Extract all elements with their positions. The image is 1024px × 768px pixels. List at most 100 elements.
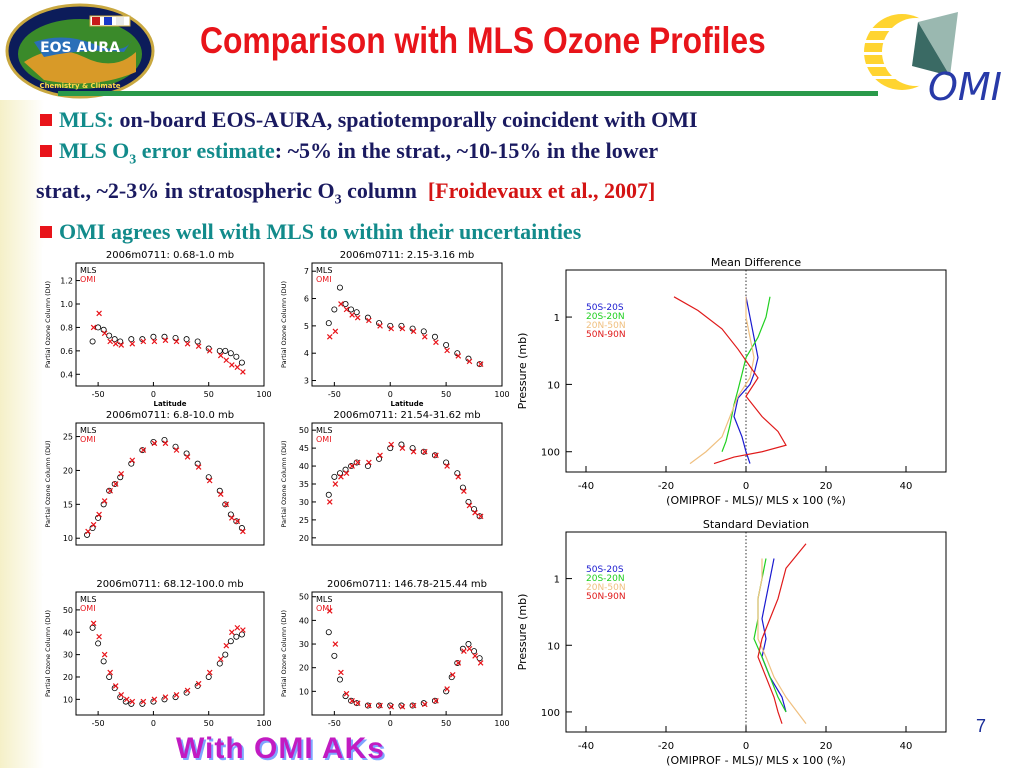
omi-point: [173, 447, 180, 453]
mls-point: [238, 631, 245, 638]
y-axis-label: Pressure (mb): [516, 594, 529, 671]
mls-point: [183, 336, 190, 343]
omi-point: [151, 440, 158, 447]
mls-point: [364, 314, 371, 321]
y-tick-label: 30: [63, 651, 73, 660]
x-tick-label: 0: [151, 719, 156, 728]
omi-point: [90, 620, 97, 627]
y-tick-label: 6: [304, 295, 309, 304]
bullet-2: MLS O3 error estimate: ~5% in the strat.…: [40, 135, 996, 175]
mls-point: [100, 658, 107, 665]
omi-point: [326, 499, 333, 505]
plot-frame: [75, 591, 265, 716]
omi-point: [101, 498, 108, 504]
legend-entry: 50S-20S: [586, 303, 624, 313]
x-tick-label: 0: [151, 390, 156, 399]
omi-point: [349, 463, 355, 469]
omi-point: [338, 301, 344, 307]
omi-point: [388, 441, 395, 448]
mls-point: [454, 350, 461, 357]
bullet-3-text: OMI agrees well with MLS to within their…: [59, 218, 582, 244]
omi-point: [421, 701, 428, 708]
omi-point: [410, 328, 417, 335]
omi-point: [228, 629, 235, 636]
omi-point: [433, 339, 439, 346]
y-tick-label: 7: [304, 267, 309, 276]
y-axis-label: Partial Ozone Column (DU): [280, 610, 288, 697]
series-line: [761, 558, 787, 713]
mls-point: [420, 448, 427, 455]
scatter-panel-5: 2006m0711: 68.12-100.0 mb Partial Ozone C…: [42, 576, 272, 743]
omi-point: [151, 696, 158, 703]
y-tick-label: 3: [304, 377, 309, 386]
omi-logo: OMI: [864, 12, 1002, 106]
mls-point: [216, 660, 223, 667]
legend-omi: OMI: [316, 435, 332, 444]
omi-point: [112, 481, 119, 487]
omi-point: [118, 471, 125, 477]
x-axis-label: (OMIPROF - MLS)/ MLS x 100 (%): [666, 494, 846, 507]
omi-point: [206, 477, 213, 484]
omi-point: [326, 608, 333, 614]
omi-point: [477, 513, 484, 520]
panel-title: 2006m0711: 2.15-3.16 mb: [340, 250, 475, 261]
scatter-panel-1: 2006m0711: 0.68-1.0 mb Partial Ozone Colu…: [42, 247, 272, 414]
y-tick-label: 35: [299, 480, 309, 489]
panel-title: 2006m0711: 0.68-1.0 mb: [106, 250, 234, 261]
mls-point: [353, 459, 360, 466]
y-axis-label: Partial Ozone Column (DU): [44, 281, 52, 368]
y-tick-label: 50: [299, 426, 309, 435]
omi-point: [399, 445, 406, 451]
omi-point: [461, 648, 467, 654]
omi-point: [195, 343, 202, 349]
x-tick-label: 100: [494, 390, 509, 399]
y-tick-label: 100: [541, 708, 560, 719]
omi-point: [421, 448, 428, 455]
omi-point: [129, 457, 136, 464]
omi-point: [455, 660, 462, 666]
y-axis-label: Partial Ozone Column (DU): [44, 441, 52, 528]
bullet-2-text-b-sub: 3: [334, 192, 342, 208]
mls-point: [476, 513, 483, 520]
omi-point: [377, 323, 383, 329]
omi-point: [410, 448, 417, 455]
mls-point: [376, 702, 383, 709]
scatter-panel-2: 2006m0711: 2.15-3.16 mb Partial Ozone Col…: [278, 247, 510, 414]
y-tick-label: 1.0: [60, 300, 73, 309]
bullet-1-label: MLS:: [59, 107, 114, 132]
omi-point: [234, 518, 241, 525]
omi-point: [162, 337, 169, 344]
x-tick-label: 0: [743, 481, 749, 492]
y-tick-label: 20: [299, 664, 309, 673]
omi-point: [223, 357, 230, 364]
y-tick-label: 45: [299, 444, 309, 453]
mls-point: [454, 659, 461, 666]
omi-point: [217, 491, 224, 497]
mls-point: [364, 702, 371, 709]
mls-point: [325, 491, 332, 498]
omi-point: [349, 697, 355, 704]
y-tick-label: 30: [299, 640, 309, 649]
x-tick-label: -50: [92, 719, 105, 728]
bullet-2-text-c: column: [341, 178, 428, 204]
mls-point: [431, 697, 438, 704]
citation: [Froidevaux et al., 2007]: [427, 178, 656, 204]
mls-point: [348, 697, 355, 704]
y-tick-label: 20: [63, 466, 73, 475]
x-tick-label: 40: [900, 481, 913, 492]
bullet-2-continued: strat., ~2-3% in stratospheric O3 column…: [36, 175, 996, 215]
scatter-panel-4: 2006m0711: 21.54-31.62 mb Partial Ozone C…: [278, 407, 508, 573]
omi-point: [366, 317, 372, 324]
omi-point: [195, 464, 202, 470]
y-tick-label: 0.6: [60, 347, 73, 356]
plot-frame: [311, 591, 503, 716]
mls-point: [233, 633, 240, 640]
panel-title: Standard Deviation: [703, 518, 809, 531]
x-tick-label: 0: [388, 390, 393, 399]
title-underline: [58, 91, 878, 96]
omi-point: [466, 502, 473, 509]
y-tick-label: 10: [63, 695, 73, 704]
mls-point: [128, 336, 135, 343]
omi-point: [433, 697, 439, 704]
omi-point: [433, 452, 439, 459]
